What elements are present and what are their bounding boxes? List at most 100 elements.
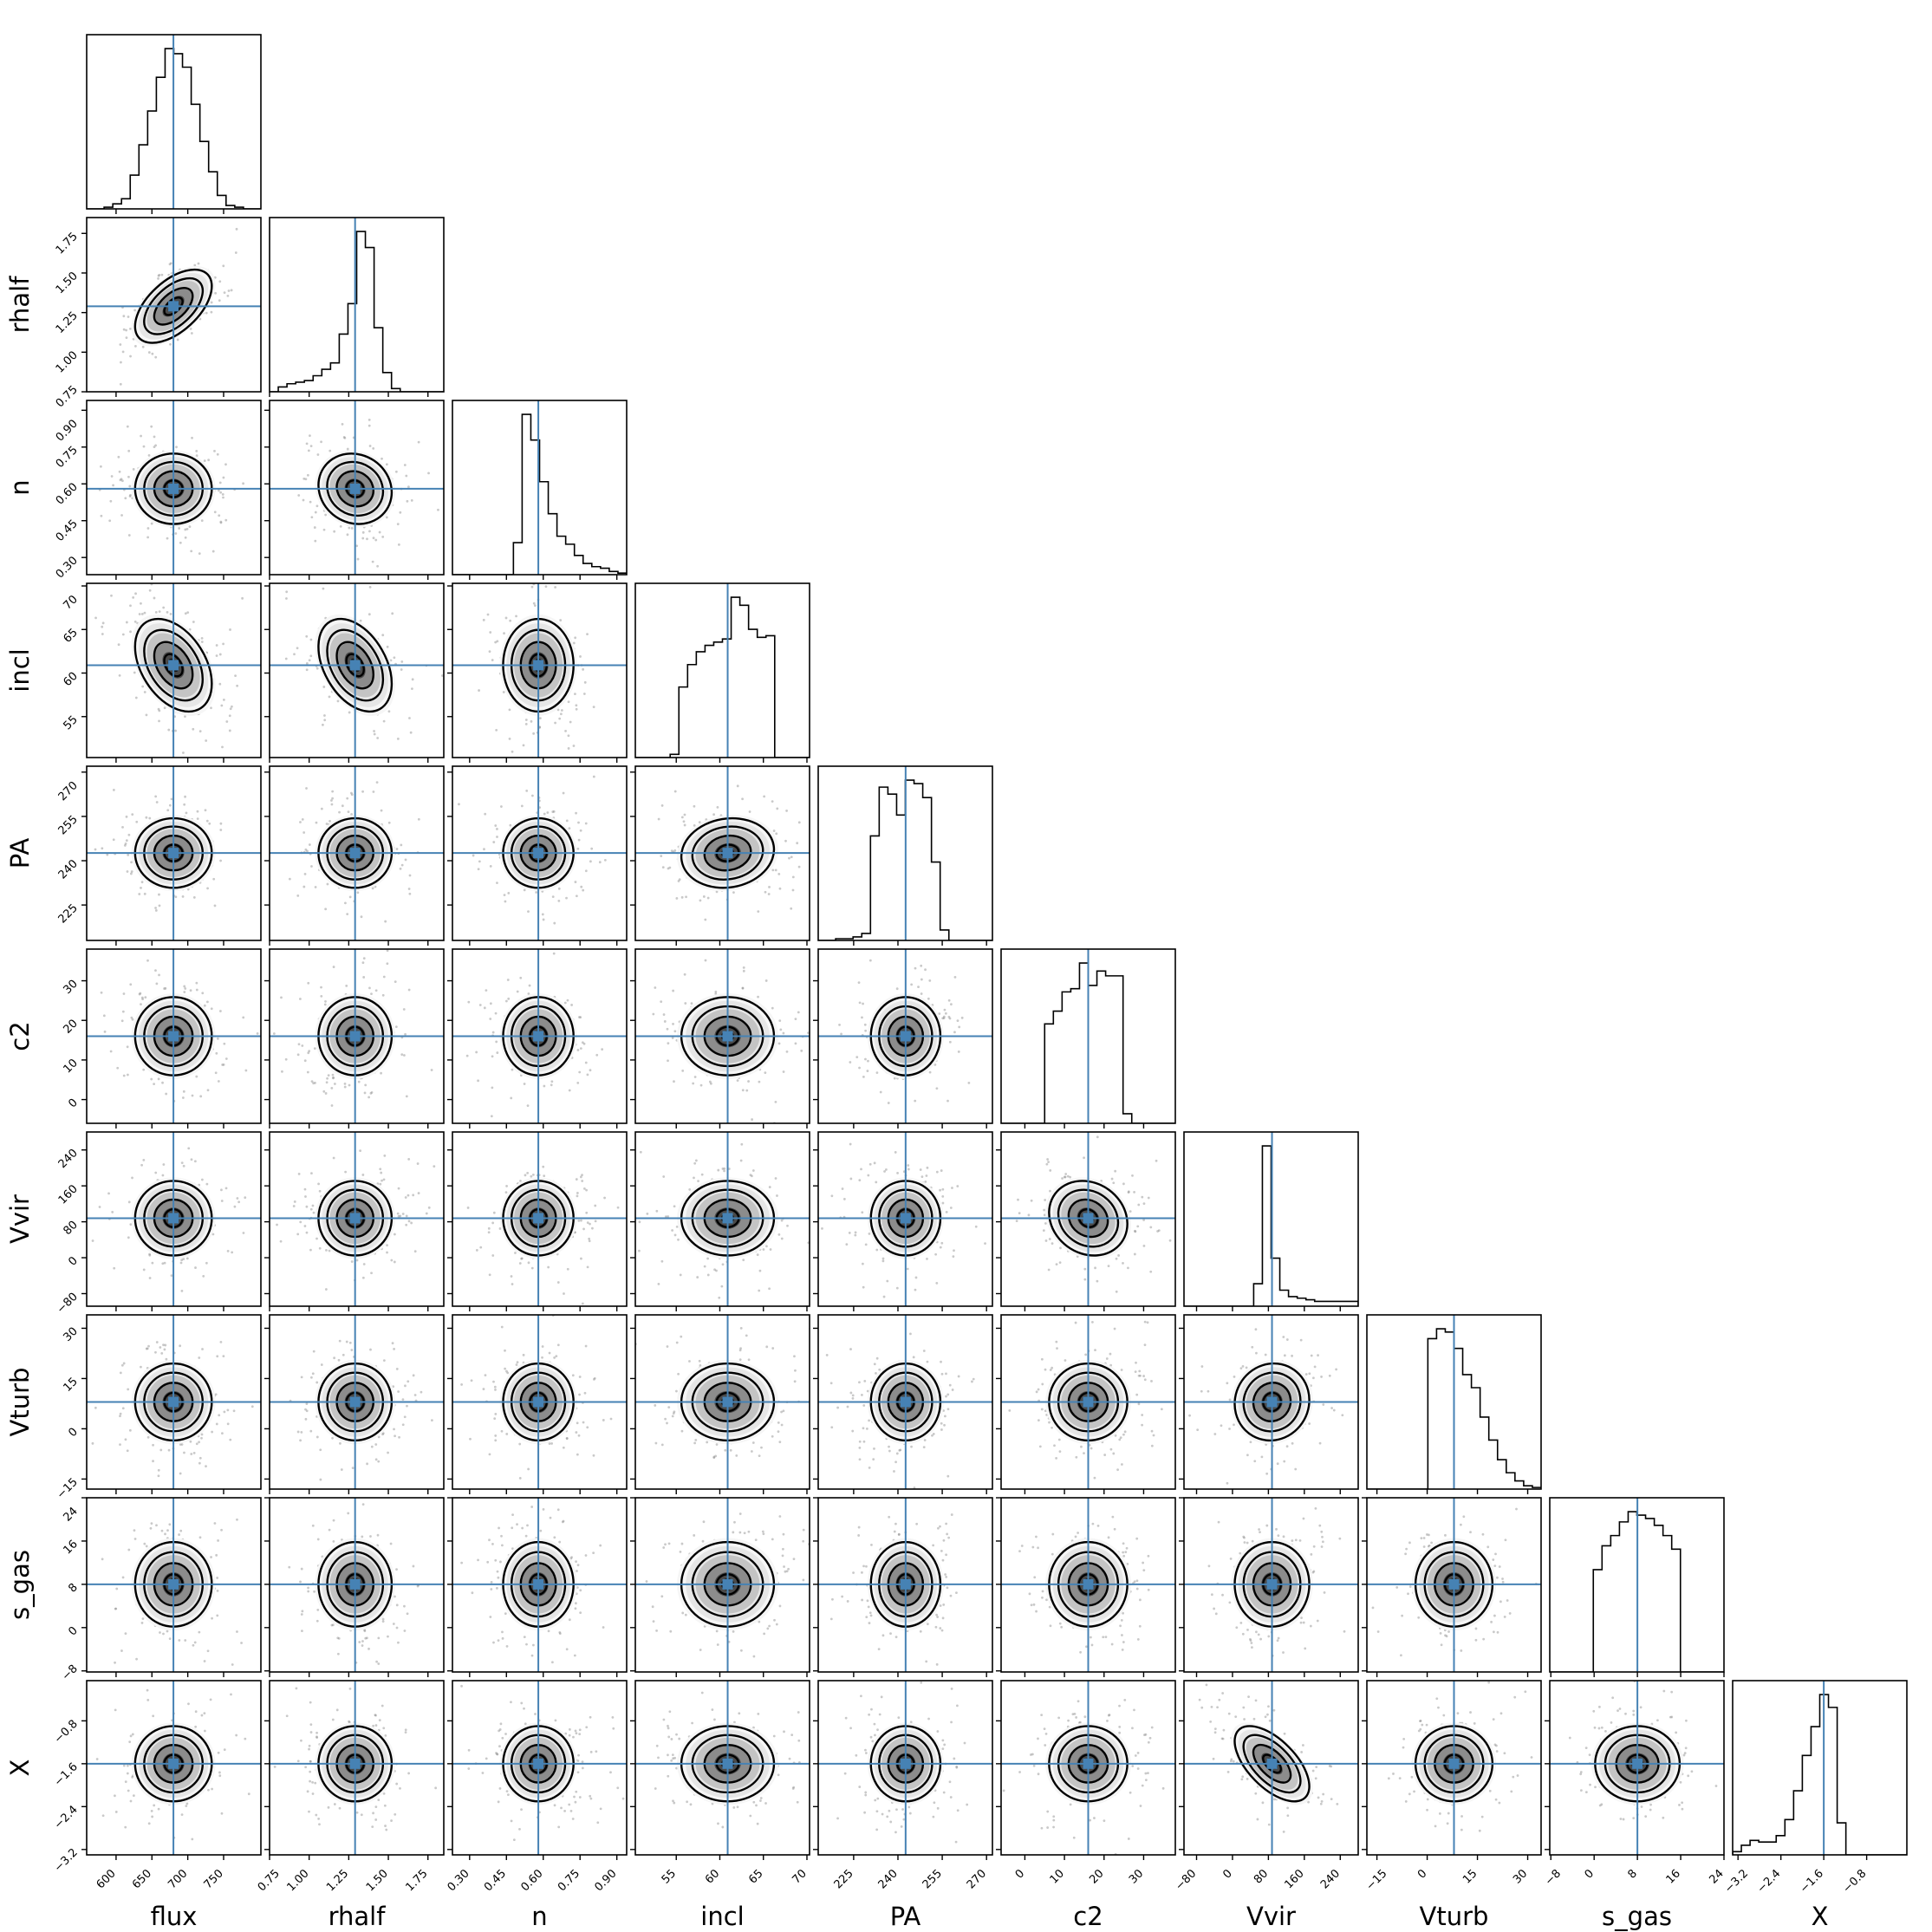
sample-point xyxy=(849,1348,852,1350)
sample-point xyxy=(768,886,771,888)
sample-point xyxy=(128,495,132,498)
sample-point xyxy=(700,1173,704,1176)
panel-frame xyxy=(634,948,810,1124)
sample-point xyxy=(467,1000,471,1004)
sample-point xyxy=(128,1428,132,1432)
panel-Vvir-vs-X: −80 0 80 160 240 xyxy=(1173,1680,1359,1893)
sample-point xyxy=(551,810,555,813)
sample-point xyxy=(1444,1634,1447,1637)
sample-point xyxy=(125,329,128,332)
sample-point xyxy=(764,979,768,982)
sample-point xyxy=(325,1249,328,1252)
sample-point xyxy=(1108,1714,1111,1716)
sample-point xyxy=(310,865,313,868)
sample-point xyxy=(776,807,779,810)
sample-point xyxy=(1332,1408,1336,1412)
sample-point xyxy=(296,1760,300,1763)
sample-point xyxy=(685,895,687,899)
truth-marker xyxy=(349,1396,361,1408)
sample-point xyxy=(494,1012,498,1015)
sample-point xyxy=(838,1023,841,1026)
sample-point xyxy=(1371,1606,1375,1610)
sample-point xyxy=(953,1757,956,1760)
sample-point xyxy=(633,1392,635,1395)
sample-point xyxy=(324,907,328,911)
sample-point xyxy=(871,1740,875,1743)
sample-point xyxy=(142,1268,146,1272)
sample-point xyxy=(1683,1752,1687,1754)
sample-point xyxy=(928,1070,932,1074)
sample-point xyxy=(458,803,460,806)
panel-incl-vs-s_gas xyxy=(630,1497,810,1677)
sample-point xyxy=(142,1068,146,1071)
sample-point xyxy=(747,1530,751,1533)
sample-point xyxy=(683,813,686,816)
sample-point xyxy=(909,1332,912,1336)
sample-point xyxy=(309,1248,312,1252)
sample-point xyxy=(133,1529,136,1532)
sample-point xyxy=(550,1442,554,1445)
sample-point xyxy=(244,1196,247,1200)
sample-point xyxy=(230,1693,232,1696)
sample-point xyxy=(1109,1352,1112,1356)
sample-point xyxy=(118,673,121,677)
sample-point xyxy=(831,1597,834,1601)
sample-point xyxy=(553,1536,556,1539)
sample-point xyxy=(361,1174,365,1176)
sample-point xyxy=(667,1724,669,1727)
contour xyxy=(143,628,205,702)
sample-point xyxy=(577,821,580,824)
sample-point xyxy=(155,1524,158,1527)
sample-point xyxy=(164,1343,167,1347)
sample-point xyxy=(755,1804,758,1807)
sample-point xyxy=(347,1512,350,1515)
sample-point xyxy=(742,1259,745,1262)
sample-point xyxy=(313,526,316,529)
panel-Vturb-vs-X: −15 0 15 30 xyxy=(1362,1680,1542,1893)
sample-point xyxy=(130,861,133,864)
sample-point xyxy=(202,1275,205,1278)
contour xyxy=(326,460,385,517)
sample-point xyxy=(1422,1545,1426,1548)
sample-point xyxy=(573,1795,576,1799)
sample-point xyxy=(1188,1414,1191,1417)
sample-point xyxy=(1102,1636,1105,1639)
sample-point xyxy=(575,894,578,898)
sample-point xyxy=(568,1803,571,1806)
sample-point xyxy=(141,998,144,1001)
sample-point xyxy=(907,1164,910,1167)
sample-point xyxy=(1120,1619,1123,1622)
sample-point xyxy=(236,1687,238,1689)
sample-point xyxy=(562,1519,565,1523)
sample-point xyxy=(301,817,304,821)
sample-point xyxy=(511,1526,514,1530)
sample-point xyxy=(518,1827,521,1831)
sample-point xyxy=(309,434,311,438)
sample-point xyxy=(1265,1472,1269,1475)
sample-point xyxy=(1376,1630,1380,1633)
sample-point xyxy=(1232,1760,1235,1763)
sample-point xyxy=(572,745,576,747)
sample-point xyxy=(765,1245,768,1248)
panel-n-vs-s_gas xyxy=(447,1497,628,1677)
panel-frame xyxy=(86,34,262,210)
sample-point xyxy=(657,817,660,821)
sample-point xyxy=(1488,1789,1492,1792)
sample-point xyxy=(404,1032,407,1036)
sample-point xyxy=(495,728,498,732)
sample-point xyxy=(372,537,375,540)
sample-point xyxy=(494,641,498,644)
sample-point xyxy=(220,1528,223,1532)
sample-point xyxy=(1040,1714,1044,1717)
sample-point xyxy=(651,1605,654,1609)
panel-PA-vs-s_gas xyxy=(813,1497,993,1677)
sample-point xyxy=(166,1529,169,1532)
sample-point xyxy=(791,1787,795,1790)
sample-point xyxy=(1312,1570,1316,1573)
sample-point xyxy=(750,1450,753,1453)
sample-point xyxy=(565,1648,569,1651)
sample-point xyxy=(672,1757,675,1760)
sample-point xyxy=(751,1174,753,1178)
truth-marker xyxy=(900,1578,911,1590)
sample-point xyxy=(337,1358,341,1362)
